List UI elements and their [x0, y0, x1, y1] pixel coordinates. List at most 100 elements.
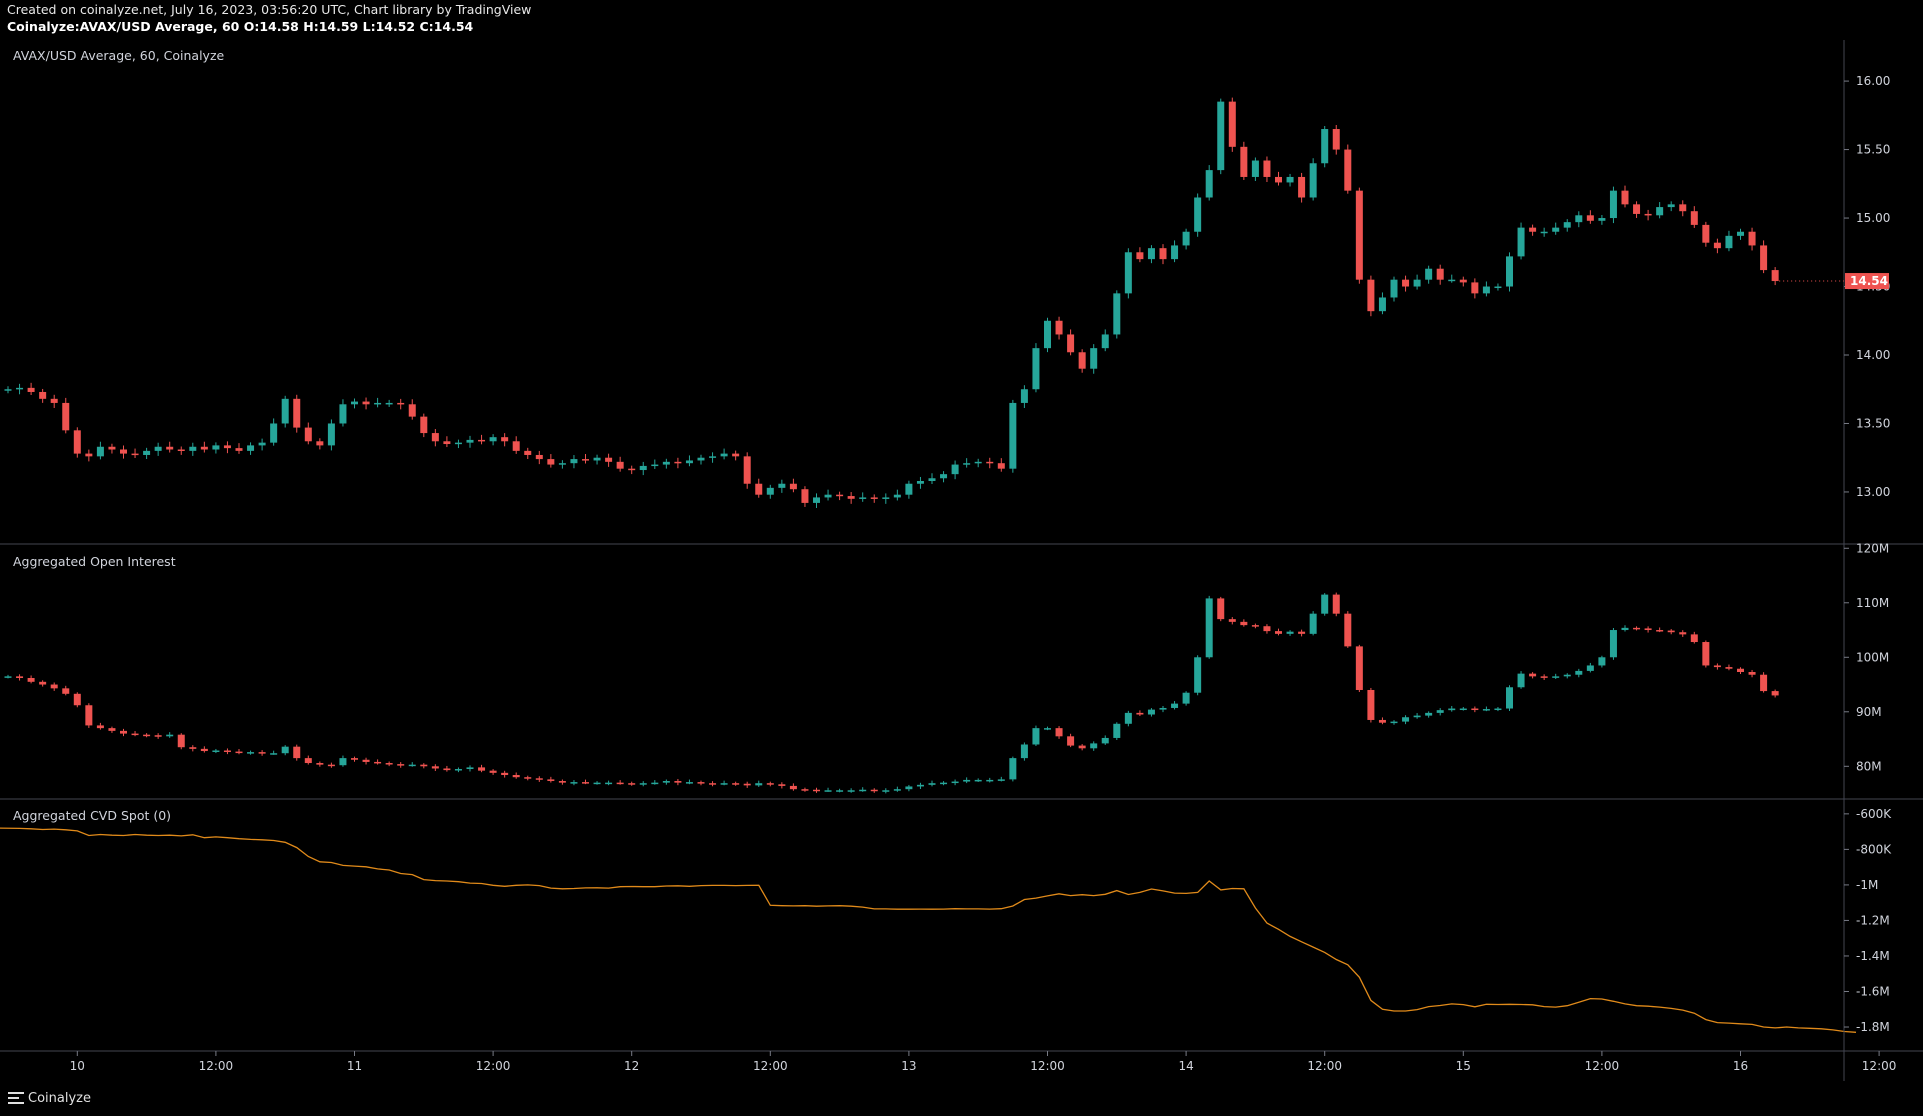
candle-body: [1667, 630, 1675, 633]
candle-body: [905, 483, 913, 495]
candle-body: [1713, 665, 1721, 668]
y-tick-label: 90M: [1856, 705, 1882, 719]
candle-body: [1575, 215, 1583, 223]
candle-body: [1055, 320, 1063, 335]
candle-body: [154, 446, 162, 451]
candle-body: [397, 402, 405, 405]
candle-body: [212, 750, 220, 752]
candle-body: [1344, 613, 1352, 647]
candle-body: [247, 752, 255, 754]
axes: 16.0015.5015.0014.5014.0013.5013.0014.54…: [0, 40, 1923, 1081]
candle-body: [928, 478, 936, 481]
candle-body: [247, 445, 255, 451]
candle-body: [1367, 279, 1375, 312]
candle-body: [1020, 744, 1028, 759]
candle-body: [200, 446, 208, 450]
candle-body: [616, 782, 624, 785]
candle-body: [720, 453, 728, 457]
high-value: 14.59: [318, 19, 359, 34]
candle-body: [293, 398, 301, 428]
y-tick-label: -1.2M: [1856, 913, 1890, 927]
candle-body: [1020, 389, 1028, 403]
candle-body: [1044, 728, 1051, 730]
candle-body: [327, 423, 335, 446]
candle-body: [258, 752, 266, 754]
candle-body: [1448, 708, 1456, 711]
x-tick-label: 13: [901, 1059, 916, 1073]
candle-body: [478, 767, 486, 771]
candle-body: [431, 766, 439, 769]
candle-body: [986, 461, 994, 464]
candle-body: [1725, 667, 1733, 669]
candle-body: [1402, 717, 1410, 722]
candle-body: [1540, 231, 1548, 234]
price-pane[interactable]: [4, 97, 1779, 508]
candle-body: [1413, 279, 1421, 287]
candle-body: [1286, 176, 1294, 183]
brand-name: Coinalyze: [28, 1091, 91, 1106]
candle-body: [443, 441, 451, 445]
candle-body: [1240, 621, 1248, 626]
candle-body: [1552, 676, 1560, 678]
y-tick-label: 120M: [1856, 541, 1889, 555]
candle-body: [408, 764, 416, 767]
x-tick-label: 11: [347, 1059, 362, 1073]
candle-body: [1044, 320, 1051, 349]
candle-body: [4, 676, 12, 678]
candle-body: [997, 779, 1005, 781]
close-label: C:: [419, 19, 434, 34]
candle-body: [547, 779, 555, 782]
candle-body: [1725, 235, 1733, 249]
price-pane-title: AVAX/USD Average, 60, Coinalyze: [13, 48, 225, 63]
candle-body: [720, 783, 728, 785]
candle-body: [143, 734, 151, 737]
candle-body: [1506, 256, 1513, 287]
candle-body: [951, 781, 959, 784]
x-tick-label: 12:00: [1585, 1059, 1620, 1073]
candle-body: [1633, 627, 1641, 630]
candle-body: [1124, 252, 1132, 294]
candle-body: [974, 461, 982, 464]
candle-body: [1679, 632, 1687, 635]
chart-header: Created on coinalyze.net, July 16, 2023,…: [0, 0, 1923, 40]
candle-body: [1448, 279, 1456, 282]
chart-background: [0, 40, 1923, 1081]
footer: Coinalyze: [0, 1081, 1923, 1116]
x-tick-label: 12:00: [1030, 1059, 1065, 1073]
candle-body: [789, 483, 797, 490]
candle-body: [108, 446, 116, 450]
candle-body: [882, 790, 890, 792]
candle-body: [916, 784, 924, 787]
candle-body: [62, 402, 70, 431]
x-tick-label: 12:00: [753, 1059, 788, 1073]
candle-body: [1205, 170, 1213, 198]
candle-body: [131, 453, 139, 456]
y-tick-label: -1M: [1856, 878, 1878, 892]
candle-body: [1471, 282, 1479, 294]
candle-body: [374, 761, 382, 764]
candle-body: [1078, 745, 1086, 749]
candle-body: [501, 772, 509, 776]
chart-area[interactable]: 16.0015.5015.0014.5014.0013.5013.0014.54…: [0, 40, 1923, 1081]
candle-body: [1263, 160, 1271, 177]
candle-body: [120, 730, 127, 734]
candle-body: [362, 759, 370, 762]
candle-body: [824, 790, 832, 792]
candle-body: [1667, 204, 1675, 208]
candle-body: [96, 446, 104, 457]
candle-body: [235, 751, 243, 754]
candle-body: [1771, 270, 1779, 282]
candle-body: [385, 402, 393, 405]
open-interest-pane[interactable]: [4, 592, 1779, 794]
candle-body: [1009, 758, 1017, 780]
candle-body: [1217, 101, 1225, 171]
y-tick-label: 16.00: [1856, 74, 1890, 88]
cvd-pane[interactable]: [0, 827, 1857, 1033]
candle-body: [1101, 334, 1109, 349]
candle-body: [651, 464, 659, 467]
candle-body: [1644, 628, 1652, 631]
candle-body: [1390, 279, 1398, 298]
close-value: 14.54: [433, 19, 474, 34]
candle-body: [362, 401, 370, 405]
candle-body: [1101, 737, 1109, 744]
